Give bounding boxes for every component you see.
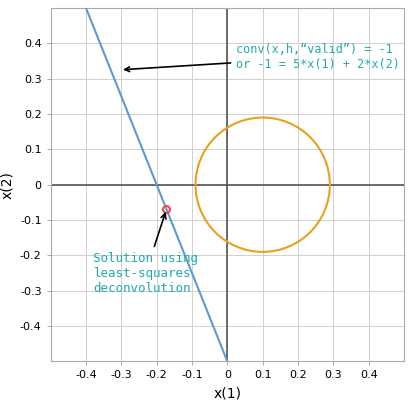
- Text: conv(x,h,“valid”) = -1
or -1 = 5*x(1) + 2*x(2): conv(x,h,“valid”) = -1 or -1 = 5*x(1) + …: [125, 44, 400, 71]
- X-axis label: x(1): x(1): [213, 386, 241, 400]
- Y-axis label: x(2): x(2): [0, 171, 14, 199]
- Text: Solution using
least-squares
deconvolution: Solution using least-squares deconvoluti…: [93, 213, 198, 295]
